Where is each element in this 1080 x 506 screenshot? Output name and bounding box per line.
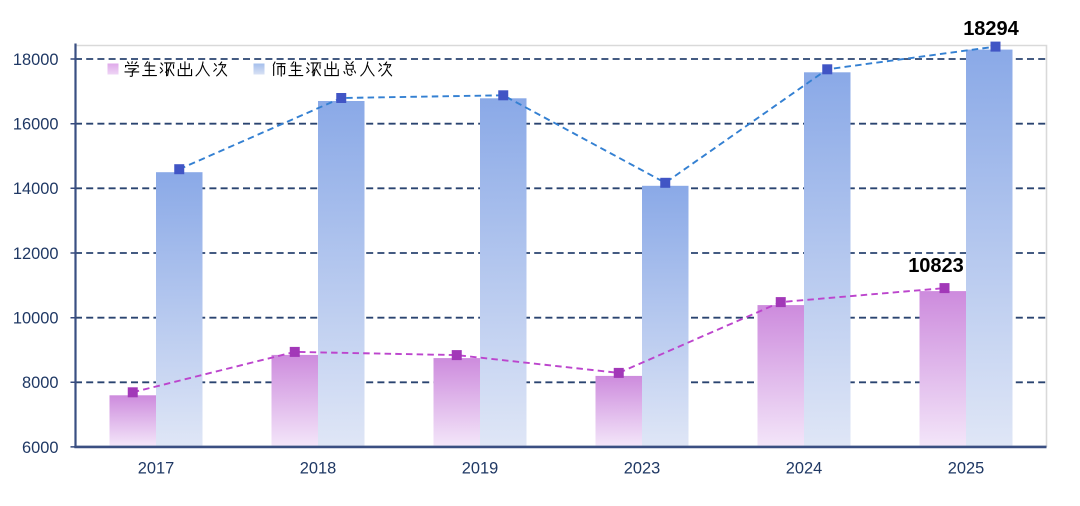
svg-text:2024: 2024	[786, 460, 822, 478]
svg-text:18000: 18000	[13, 51, 59, 69]
svg-text:12000: 12000	[13, 245, 59, 263]
svg-text:2017: 2017	[138, 460, 174, 478]
svg-text:10000: 10000	[13, 310, 59, 328]
svg-text:8000: 8000	[22, 374, 58, 392]
svg-text:6000: 6000	[22, 439, 58, 457]
svg-text:2018: 2018	[300, 460, 336, 478]
svg-text:16000: 16000	[13, 116, 59, 134]
svg-text:14000: 14000	[13, 180, 59, 198]
svg-text:2025: 2025	[948, 460, 984, 478]
svg-text:2019: 2019	[462, 460, 498, 478]
svg-text:2023: 2023	[624, 460, 660, 478]
svg-text:10823: 10823	[908, 255, 964, 277]
svg-text:18294: 18294	[963, 18, 1019, 40]
